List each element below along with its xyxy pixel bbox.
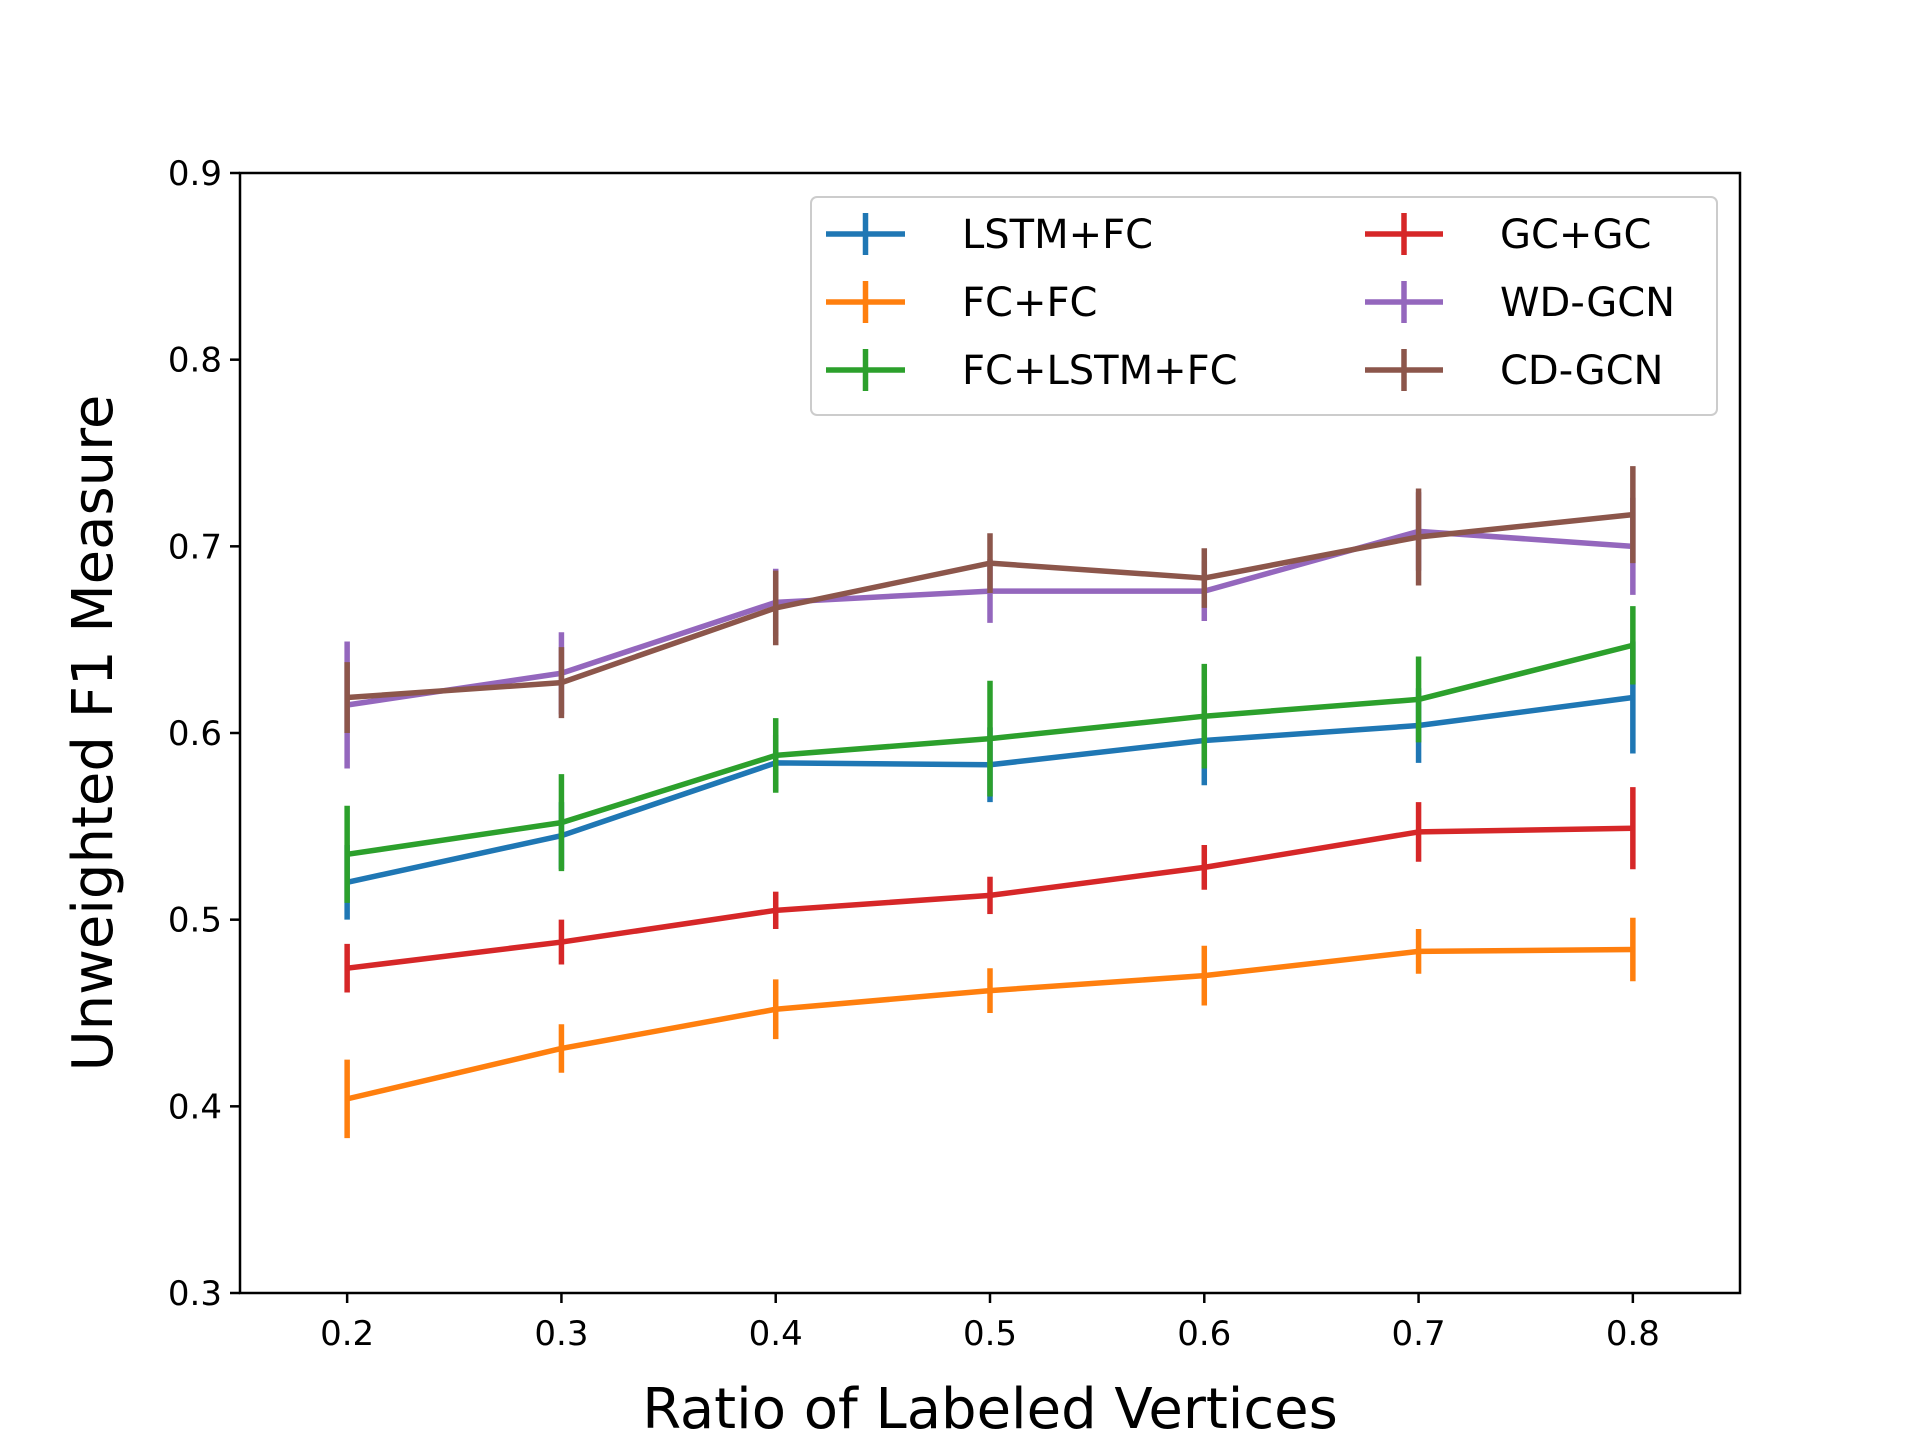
data-point <box>344 851 350 857</box>
data-point <box>558 680 564 686</box>
x-tick-label: 0.7 <box>1392 1314 1446 1354</box>
y-tick-label: 0.4 <box>168 1087 222 1127</box>
x-tick-label: 0.3 <box>534 1314 588 1354</box>
legend-item: FC+FC <box>826 280 1097 326</box>
y-tick-label: 0.9 <box>168 154 222 194</box>
data-point <box>1630 642 1636 648</box>
series-fc-fc <box>344 917 1636 1139</box>
series-gc-gc <box>344 787 1636 993</box>
data-point <box>1630 512 1636 518</box>
data-point <box>987 560 993 566</box>
legend-item: GC+GC <box>1365 212 1651 258</box>
y-tick-label: 0.5 <box>168 901 222 941</box>
data-point <box>1201 713 1207 719</box>
data-point <box>987 892 993 898</box>
data-point <box>1416 696 1422 702</box>
series-cd-gcn <box>344 466 1636 733</box>
data-point <box>773 1006 779 1012</box>
data-point <box>1201 864 1207 870</box>
y-axis-ticks: 0.3 0.4 0.5 0.6 0.7 0.8 0.9 <box>168 154 240 1314</box>
y-axis-title: Unweighted F1 Measure <box>61 395 126 1072</box>
data-point <box>1416 948 1422 954</box>
data-point <box>1416 829 1422 835</box>
data-point <box>344 695 350 701</box>
y-tick-label: 0.8 <box>168 341 222 381</box>
legend-label: FC+FC <box>962 280 1097 326</box>
y-tick-label: 0.3 <box>168 1274 222 1314</box>
series-fc-lstm-fc <box>344 606 1636 903</box>
legend-label: LSTM+FC <box>962 212 1153 258</box>
x-tick-label: 0.4 <box>749 1314 803 1354</box>
data-point <box>1416 534 1422 540</box>
x-axis-title: Ratio of Labeled Vertices <box>642 1377 1338 1440</box>
legend: LSTM+FC FC+FC FC+LSTM+FC GC+GC WD-GCN CD-GCN <box>810 196 1718 416</box>
data-point <box>773 605 779 611</box>
data-point <box>987 736 993 742</box>
x-tick-label: 0.8 <box>1606 1314 1660 1354</box>
data-point <box>1630 947 1636 953</box>
legend-label: WD-GCN <box>1500 280 1675 326</box>
data-point <box>344 1096 350 1102</box>
x-axis-ticks: 0.2 0.3 0.4 0.5 0.6 0.7 0.8 <box>320 1293 1660 1354</box>
data-point <box>344 965 350 971</box>
data-point <box>773 907 779 913</box>
data-point <box>1201 575 1207 581</box>
data-point <box>1201 973 1207 979</box>
x-tick-label: 0.6 <box>1177 1314 1231 1354</box>
data-point <box>1630 695 1636 701</box>
legend-frame <box>810 196 1718 416</box>
data-point <box>773 752 779 758</box>
series-layer <box>344 466 1636 1139</box>
legend-item: FC+LSTM+FC <box>826 348 1238 394</box>
data-point <box>558 820 564 826</box>
data-point <box>987 988 993 994</box>
legend-label: GC+GC <box>1500 212 1651 258</box>
legend-label: FC+LSTM+FC <box>962 348 1238 394</box>
y-tick-label: 0.7 <box>168 527 222 567</box>
data-point <box>558 1045 564 1051</box>
x-tick-label: 0.5 <box>963 1314 1017 1354</box>
data-point <box>558 939 564 945</box>
legend-item: CD-GCN <box>1365 348 1663 394</box>
y-tick-label: 0.6 <box>168 714 222 754</box>
x-tick-label: 0.2 <box>320 1314 374 1354</box>
data-point <box>1630 825 1636 831</box>
legend-item: WD-GCN <box>1365 280 1675 326</box>
legend-item: LSTM+FC <box>826 212 1153 258</box>
legend-label: CD-GCN <box>1500 348 1663 394</box>
